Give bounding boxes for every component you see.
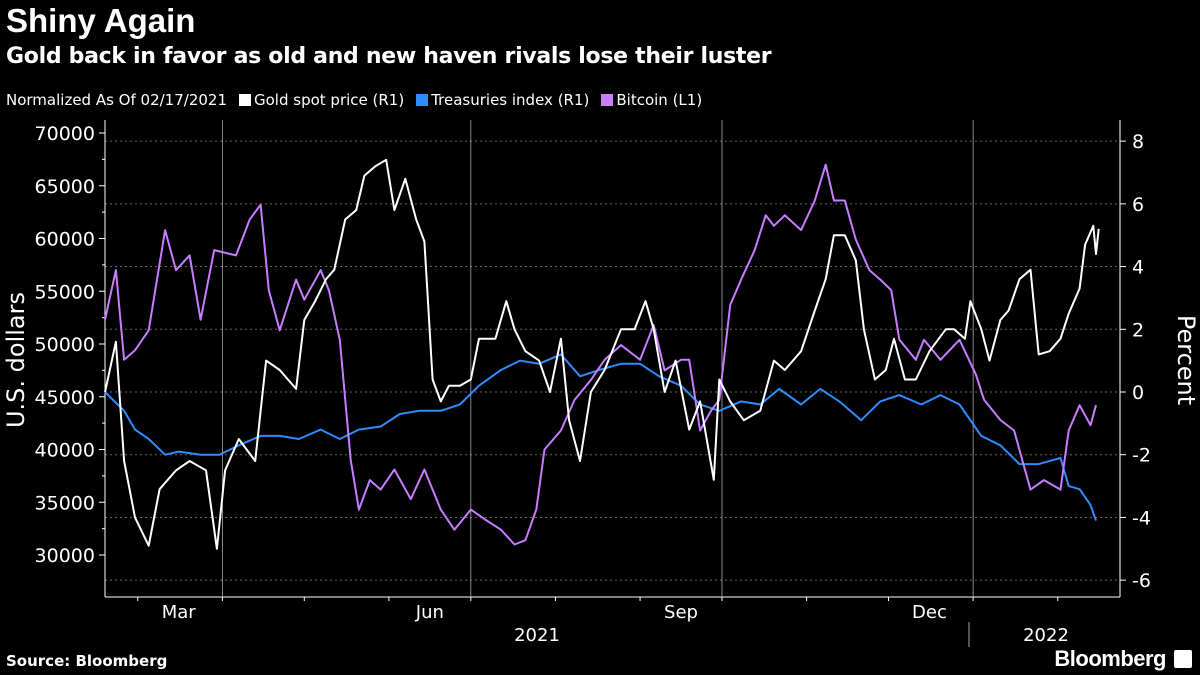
legend-swatch [239,94,251,106]
chart-subtitle: Gold back in favor as old and new haven … [6,44,772,69]
left-tick-label: 70000 [35,123,95,145]
bloomberg-chart-icon [1174,650,1192,668]
right-tick-label: -6 [1132,570,1151,592]
legend-label: Bitcoin (L1) [616,91,703,109]
legend-item-gold: Gold spot price (R1) [239,91,404,109]
left-tick-label: 55000 [35,281,95,303]
legend-swatch [601,94,614,106]
right-tick-label: -2 [1132,445,1151,467]
right-tick-label: 2 [1132,319,1144,341]
x-tick-label: Jun [415,602,444,623]
right-tick-label: 8 [1132,131,1144,153]
legend-swatch [416,94,429,106]
legend-item-treasuries: Treasuries index (R1) [416,91,589,109]
left-tick-label: 65000 [35,176,95,198]
right-tick-label: 4 [1132,257,1144,279]
x-tick-label: Sep [664,602,698,623]
right-tick-label: 0 [1132,382,1144,404]
left-axis-title: U.S. dollars [2,292,30,428]
legend-item-bitcoin: Bitcoin (L1) [601,91,702,109]
left-tick-label: 35000 [35,492,95,514]
legend-label: Treasuries index (R1) [431,91,590,109]
series-line-gold [104,158,1100,550]
year-label: 2022 [1023,625,1069,646]
right-tick-label: 6 [1132,194,1144,216]
legend: Normalized As Of 02/17/2021 Gold spot pr… [6,91,702,109]
bloomberg-logo: Bloomberg [1054,646,1166,671]
x-tick-label: Mar [162,602,197,623]
series-line-bitcoin [104,163,1097,546]
right-tick-label: -4 [1132,507,1151,529]
x-tick-label: Dec [912,602,947,623]
legend-note: Normalized As Of 02/17/2021 [6,91,227,109]
left-tick-label: 60000 [35,229,95,251]
legend-label: Gold spot price (R1) [254,91,405,109]
left-tick-label: 30000 [35,545,95,567]
right-axis-title: Percent [1172,315,1200,405]
chart-title: Shiny Again [6,2,196,39]
year-label: 2021 [514,625,560,646]
source-note: Source: Bloomberg [6,652,168,670]
left-tick-label: 50000 [35,334,95,356]
left-tick-label: 45000 [35,387,95,409]
left-tick-label: 40000 [35,440,95,462]
series-line-treasuries [104,353,1097,521]
